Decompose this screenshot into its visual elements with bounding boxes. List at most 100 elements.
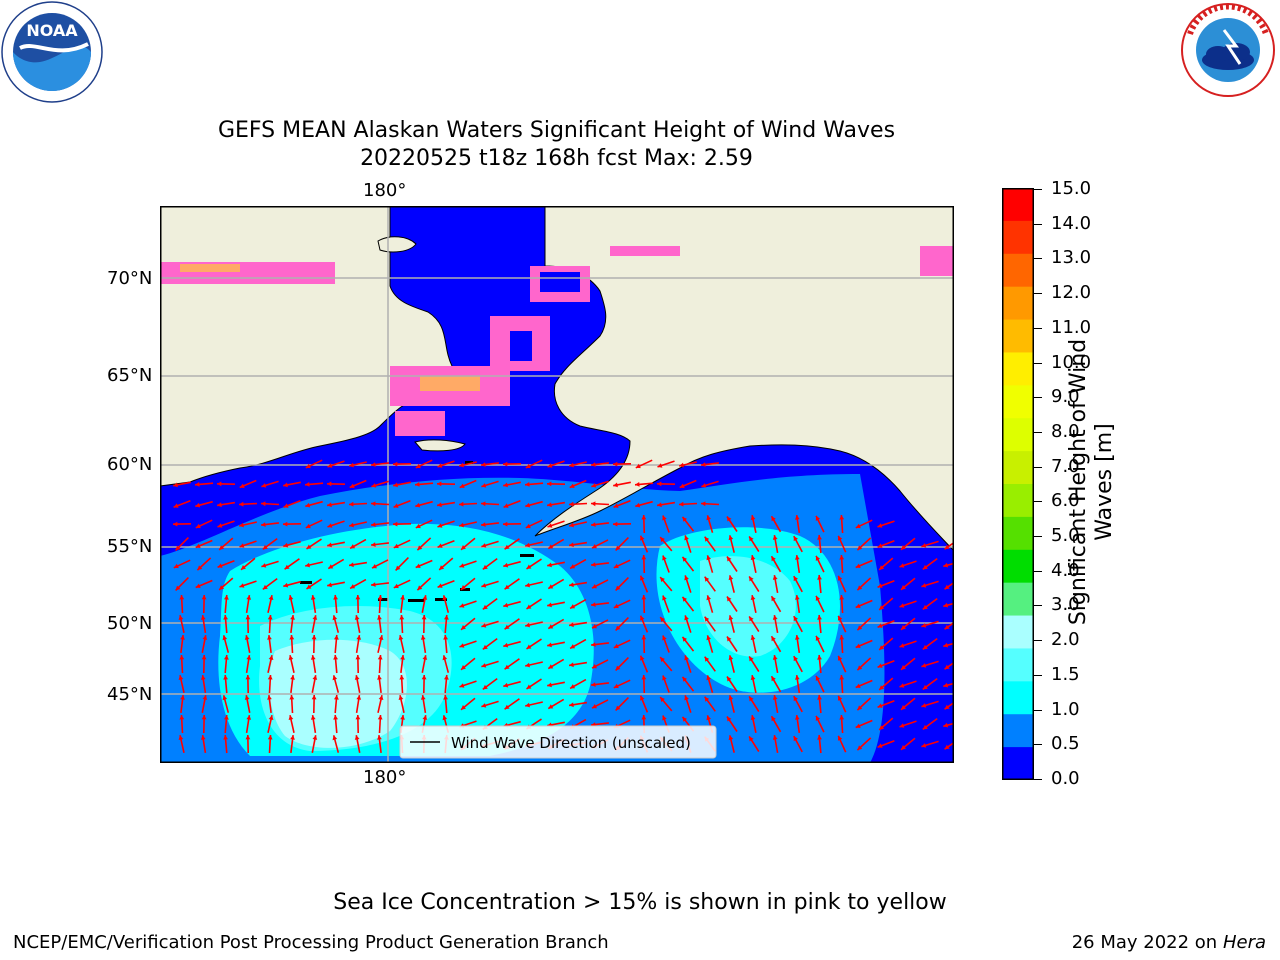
wind-wave-arrowhead bbox=[217, 523, 223, 528]
wind-wave-arrowhead bbox=[327, 502, 332, 508]
wind-wave-arrowhead bbox=[701, 483, 707, 488]
wind-wave-arrowhead bbox=[461, 585, 466, 590]
wind-wave-arrowhead bbox=[547, 481, 552, 487]
wind-wave-arrowhead bbox=[657, 481, 662, 487]
colorbar-tick-mark bbox=[1034, 744, 1042, 746]
colorbar-segment bbox=[1002, 516, 1034, 551]
colorbar-tick-mark bbox=[1034, 640, 1042, 642]
wind-wave-arrowhead bbox=[420, 635, 426, 640]
wind-wave-arrowhead bbox=[327, 463, 333, 468]
colorbar-tick-label: 8.0 bbox=[1051, 420, 1080, 442]
colorbar-tick-mark bbox=[1034, 431, 1042, 433]
wind-wave-arrowhead bbox=[504, 544, 510, 550]
wind-wave-arrowhead bbox=[262, 584, 268, 590]
wind-wave-arrowhead bbox=[706, 675, 711, 681]
wind-wave-arrowhead bbox=[333, 655, 338, 660]
wind-wave-arrowhead bbox=[395, 565, 401, 571]
lon-label-top: 180° bbox=[363, 180, 407, 201]
wind-wave-arrowhead bbox=[481, 462, 486, 467]
wind-wave-arrowhead bbox=[921, 703, 927, 708]
wind-wave-arrowhead bbox=[857, 545, 863, 551]
wind-wave-arrowhead bbox=[261, 483, 267, 488]
noaa-logo: NOAA bbox=[0, 0, 104, 104]
wind-wave-arrowhead bbox=[525, 502, 531, 508]
wind-wave-arrowhead bbox=[704, 536, 710, 542]
wind-wave-arrowhead bbox=[548, 544, 554, 549]
chart-subtitle: 20220525 t18z 168h fcst Max: 2.59 bbox=[360, 146, 753, 171]
wind-wave-arrowhead bbox=[569, 662, 574, 668]
wind-wave-arrowhead bbox=[679, 483, 685, 488]
wind-wave-arrowhead bbox=[334, 695, 339, 700]
colorbar-segment bbox=[1002, 615, 1034, 649]
wind-wave-arrowhead bbox=[459, 501, 464, 507]
wind-wave-arrowhead bbox=[795, 555, 800, 560]
wind-wave-arrowhead bbox=[201, 715, 207, 720]
colorbar-tick-mark bbox=[1034, 466, 1042, 468]
wind-wave-arrowhead bbox=[481, 522, 486, 527]
wind-wave-arrowhead bbox=[222, 635, 228, 641]
wave-band-1.5-2.0-east bbox=[700, 556, 796, 657]
wind-wave-arrowhead bbox=[525, 582, 530, 588]
wind-wave-arrowhead bbox=[877, 623, 883, 628]
wind-wave-arrowhead bbox=[219, 585, 225, 590]
colorbar-tick-mark bbox=[1034, 293, 1042, 295]
wind-wave-arrowhead bbox=[333, 595, 338, 600]
wind-wave-arrowhead bbox=[706, 595, 711, 601]
colorbar-tick-mark bbox=[1034, 570, 1042, 572]
colorbar-label-line2: Waves [m] bbox=[1092, 423, 1117, 541]
wind-wave-arrowhead bbox=[371, 522, 376, 527]
wind-wave-arrowhead bbox=[504, 624, 510, 630]
wind-wave-arrowhead bbox=[569, 622, 574, 628]
wind-wave-arrowhead bbox=[682, 676, 687, 682]
wind-wave-arrowhead bbox=[398, 695, 404, 700]
wind-wave-arrowhead bbox=[640, 695, 645, 701]
wind-wave-arrowhead bbox=[613, 521, 618, 527]
wind-wave-arrowhead bbox=[839, 515, 845, 520]
wind-wave-arrowhead bbox=[877, 583, 883, 588]
wind-wave-arrowhead bbox=[377, 595, 383, 600]
wind-wave-arrowhead bbox=[640, 535, 645, 541]
lat-label-55: 55°N bbox=[107, 536, 153, 557]
wind-wave-arrowhead bbox=[615, 545, 621, 551]
wind-wave-arrowhead bbox=[461, 665, 466, 670]
wind-wave-arrowhead bbox=[482, 684, 488, 690]
wind-wave-arrowhead bbox=[569, 483, 575, 488]
wind-wave-arrowhead bbox=[660, 617, 665, 622]
wind-wave-arrowhead bbox=[377, 615, 382, 620]
wind-wave-arrowhead bbox=[771, 556, 776, 562]
colorbar-segment bbox=[1002, 253, 1034, 288]
wind-wave-arrowhead bbox=[921, 663, 927, 668]
wind-wave-arrowhead bbox=[592, 664, 597, 669]
wind-wave-arrowhead bbox=[173, 503, 179, 508]
wind-wave-arrowhead bbox=[312, 615, 318, 620]
wind-wave-arrowhead bbox=[443, 695, 448, 700]
colorbar-tick-mark bbox=[1034, 501, 1042, 503]
wind-wave-arrowhead bbox=[461, 705, 466, 710]
wind-wave-arrowhead bbox=[327, 523, 333, 528]
wind-wave-arrowhead bbox=[877, 743, 883, 748]
colorbar-segment bbox=[1002, 418, 1034, 452]
wind-wave-arrowhead bbox=[879, 725, 885, 730]
wind-wave-arrowhead bbox=[310, 595, 316, 600]
wind-wave-arrowhead bbox=[312, 675, 318, 680]
colorbar-segment bbox=[1002, 451, 1034, 485]
wind-wave-arrowhead bbox=[569, 582, 574, 588]
wind-wave-arrowhead bbox=[525, 662, 530, 668]
wind-wave-arrowhead bbox=[615, 705, 621, 711]
wind-wave-arrowhead bbox=[877, 523, 883, 528]
colorbar-tick-label: 0.0 bbox=[1051, 768, 1080, 789]
wave-height-map: Wind Wave Direction (unscaled) bbox=[160, 206, 954, 763]
colorbar-segment bbox=[1002, 484, 1034, 518]
wind-wave-arrowhead bbox=[815, 555, 821, 561]
wind-wave-arrowhead bbox=[526, 604, 532, 609]
wind-wave-arrowhead bbox=[288, 715, 294, 720]
wind-wave-arrowhead bbox=[684, 695, 689, 701]
wind-wave-arrowhead bbox=[548, 584, 554, 589]
colorbar-tick-label: 10.0 bbox=[1051, 351, 1092, 373]
wind-wave-arrowhead bbox=[437, 463, 443, 468]
colorbar-tick-label: 12.0 bbox=[1051, 282, 1092, 304]
wind-wave-arrowhead bbox=[283, 503, 289, 508]
wind-wave-arrowhead bbox=[305, 523, 311, 529]
wind-wave-arrowhead bbox=[591, 501, 596, 507]
wind-wave-arrowhead bbox=[855, 523, 861, 529]
